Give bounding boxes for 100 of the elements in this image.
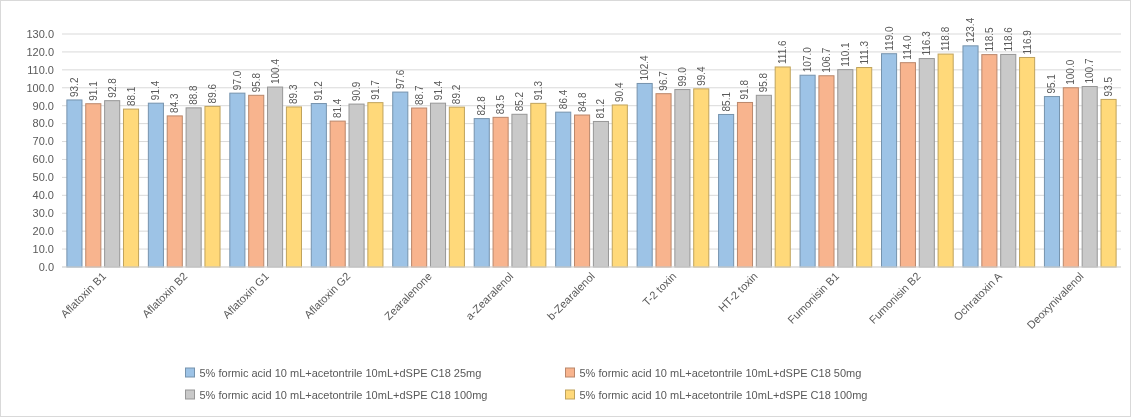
y-tick-label: 60.0	[32, 153, 54, 166]
bar	[799, 74, 816, 268]
bar	[348, 103, 365, 268]
data-label: 123.4	[965, 17, 977, 43]
data-label: 88.7	[413, 85, 425, 106]
data-label: 97.0	[231, 70, 243, 91]
bar	[285, 106, 302, 268]
bar	[473, 118, 490, 268]
bar	[122, 108, 140, 268]
data-label: 88.1	[125, 86, 137, 107]
bar	[693, 88, 710, 268]
data-label: 107.0	[802, 46, 814, 73]
legend-label: 5% formic acid 10 mL+acetontrile 10mL+dSPE C18 100mg	[199, 388, 488, 401]
bar	[66, 99, 83, 268]
bar	[636, 82, 653, 268]
data-label: 118.6	[1002, 26, 1014, 52]
bar	[981, 54, 998, 268]
data-label: 83.5	[495, 94, 507, 115]
data-label: 95.8	[758, 72, 770, 93]
bar	[818, 75, 835, 268]
data-label: 85.2	[513, 91, 525, 112]
y-tick-label: 90.0	[32, 99, 54, 112]
bar	[1043, 96, 1061, 268]
bar	[429, 102, 447, 268]
data-label: 90.9	[351, 81, 363, 102]
y-tick-label: 110.0	[27, 63, 54, 76]
bar	[448, 106, 465, 268]
bar	[937, 53, 954, 268]
bar	[104, 100, 121, 268]
data-label: 91.8	[739, 79, 751, 100]
bar	[655, 93, 672, 268]
bar	[837, 69, 854, 268]
data-label: 91.1	[87, 80, 99, 101]
data-label: 81.4	[332, 98, 344, 119]
bar	[555, 111, 572, 268]
legend-label: 5% formic acid 10 mL+acetontrile 10mL+dSPE C18 50mg	[579, 366, 862, 379]
data-label: 84.3	[169, 93, 181, 113]
data-label: 100.4	[269, 58, 281, 85]
data-label: 99.4	[695, 65, 707, 86]
bar	[856, 67, 873, 268]
data-label: 81.2	[595, 98, 607, 119]
bar	[611, 104, 628, 268]
bar	[147, 102, 164, 268]
data-label: 91.3	[532, 80, 544, 101]
y-tick-label: 20.0	[32, 225, 54, 237]
bar	[185, 107, 202, 268]
bar	[736, 101, 754, 268]
bar	[492, 116, 509, 268]
bar	[592, 120, 609, 268]
bar	[267, 86, 284, 268]
bar	[674, 89, 691, 268]
bar	[229, 92, 246, 268]
bar	[204, 105, 221, 268]
data-label: 99.0	[676, 66, 688, 87]
bar	[881, 53, 898, 268]
bar	[1100, 98, 1117, 268]
bar	[962, 45, 979, 268]
data-label: 100.0	[1065, 59, 1077, 85]
y-tick-label: 30.0	[32, 207, 54, 220]
bar	[166, 115, 183, 268]
bar	[1019, 56, 1036, 268]
bar	[530, 102, 547, 268]
data-label: 91.7	[369, 79, 381, 100]
data-label: 91.4	[432, 80, 444, 101]
bar	[248, 94, 265, 268]
bar	[310, 103, 327, 268]
bar	[85, 103, 102, 268]
bar	[899, 62, 916, 268]
y-tick-label: 10.0	[32, 242, 54, 255]
data-label: 97.6	[394, 69, 406, 90]
data-label: 86.4	[557, 89, 569, 110]
data-label: 96.7	[658, 70, 670, 91]
y-tick-label: 120.0	[26, 45, 54, 58]
data-label: 88.8	[188, 84, 200, 105]
data-label: 93.2	[68, 77, 80, 97]
data-label: 91.2	[313, 80, 325, 101]
data-label: 93.5	[1103, 76, 1115, 97]
y-tick-label: 0.0	[38, 260, 54, 273]
y-tick-label: 130.0	[26, 27, 54, 40]
data-label: 82.8	[476, 95, 488, 116]
data-label: 92.8	[106, 77, 118, 98]
data-label: 116.3	[921, 30, 933, 56]
data-label: 114.0	[902, 34, 914, 60]
data-label: 95.1	[1046, 73, 1058, 94]
data-label: 95.8	[250, 72, 262, 93]
bar	[1081, 86, 1098, 268]
data-label: 102.4	[639, 55, 651, 81]
data-label: 116.9	[1021, 29, 1033, 55]
bar	[918, 58, 935, 268]
bar	[755, 94, 772, 268]
legend-label: 5% formic acid 10 mL+acetontrile 10mL+dSPE C18 100mg	[579, 388, 868, 401]
bar	[1000, 53, 1017, 268]
bar	[411, 107, 428, 268]
y-tick-label: 70.0	[32, 135, 54, 148]
data-label: 85.1	[720, 91, 732, 112]
data-label: 91.4	[150, 80, 162, 101]
bar	[367, 102, 384, 268]
data-label: 118.8	[940, 26, 952, 52]
bar	[718, 113, 735, 268]
data-label: 89.3	[288, 84, 300, 104]
